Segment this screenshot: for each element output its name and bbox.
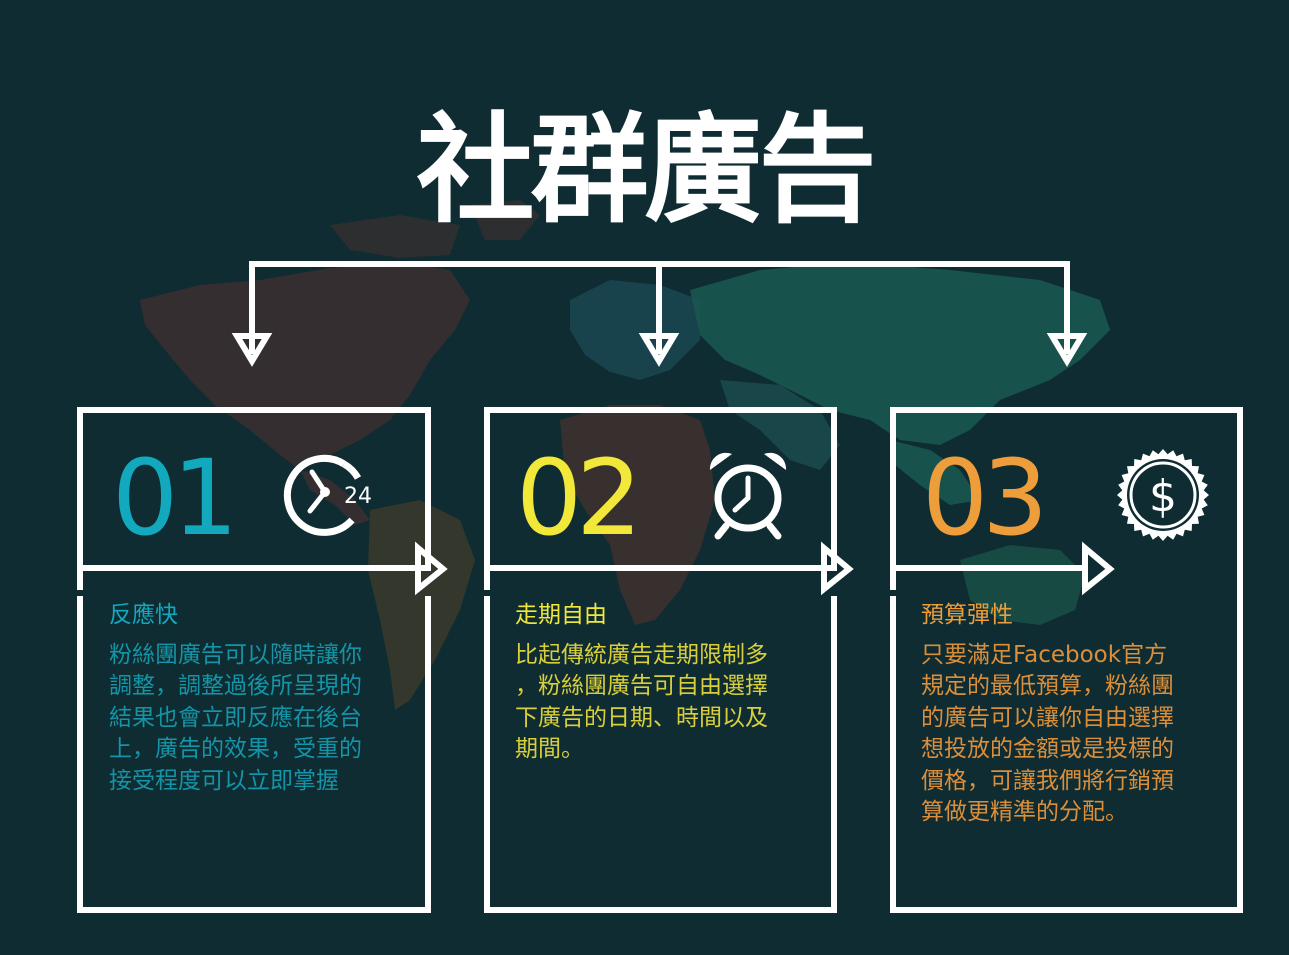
down-arrow-1 — [231, 333, 273, 367]
card-3-line: 價格，可讓我們將行銷預 — [921, 767, 1174, 794]
card-2-line: ，粉絲團廣告可自由選擇 — [515, 673, 768, 699]
card-3-line: 的廣告可以讓你自由選擇 — [921, 704, 1174, 731]
clock-24-label: 24 — [344, 484, 372, 509]
card-box-1 — [77, 407, 448, 913]
down-arrow-2 — [638, 333, 680, 367]
card-text-2: 走期自由 比起傳統廣告走期限制多 ，粉絲團廣告可自由選擇 下廣告的日期、時間以及… — [515, 600, 815, 766]
card-1-line: 接受程度可以立即掌握 — [109, 767, 339, 794]
clock-24-icon: 24 — [283, 454, 372, 536]
alarm-clock-icon — [709, 452, 787, 540]
card-1-line: 調整，調整過後所呈現的 — [109, 673, 362, 699]
card-3-line: 算做更精準的分配。 — [921, 799, 1128, 825]
page-title: 社群廣告 — [416, 100, 876, 239]
card-box-2 — [484, 407, 854, 913]
dollar-badge-icon: $ — [1117, 449, 1209, 541]
card-3-line: 想投放的金額或是投標的 — [921, 736, 1174, 762]
card-1-line: 結果也會立即反應在後台 — [109, 704, 362, 731]
card-box-3 — [890, 407, 1243, 913]
card-2-line: 下廣告的日期、時間以及 — [515, 704, 768, 731]
card-3-line: 規定的最低預算，粉絲團 — [921, 673, 1174, 699]
card-2-line: 比起傳統廣告走期限制多 — [515, 641, 768, 668]
card-heading-3: 預算彈性 — [921, 602, 1013, 628]
card-3-line: 只要滿足Facebook官方 — [921, 641, 1168, 668]
down-arrow-3 — [1046, 333, 1088, 367]
card-2-line: 期間。 — [515, 736, 584, 762]
card-text-1: 反應快 粉絲團廣告可以隨時讓你 調整，調整過後所呈現的 結果也會立即反應在後台 … — [109, 600, 409, 797]
svg-text:$: $ — [1149, 471, 1177, 522]
card-1-line: 粉絲團廣告可以隨時讓你 — [109, 641, 362, 668]
card-number-2: 02 — [516, 437, 642, 559]
card-text-3: 預算彈性 只要滿足Facebook官方 規定的最低預算，粉絲團 的廣告可以讓你自… — [921, 600, 1221, 829]
card-heading-2: 走期自由 — [515, 602, 607, 628]
card-number-1: 01 — [112, 437, 238, 559]
card-heading-1: 反應快 — [109, 602, 178, 628]
card-1-line: 上，廣告的效果，受重的 — [109, 736, 362, 762]
card-number-3: 03 — [922, 437, 1048, 559]
